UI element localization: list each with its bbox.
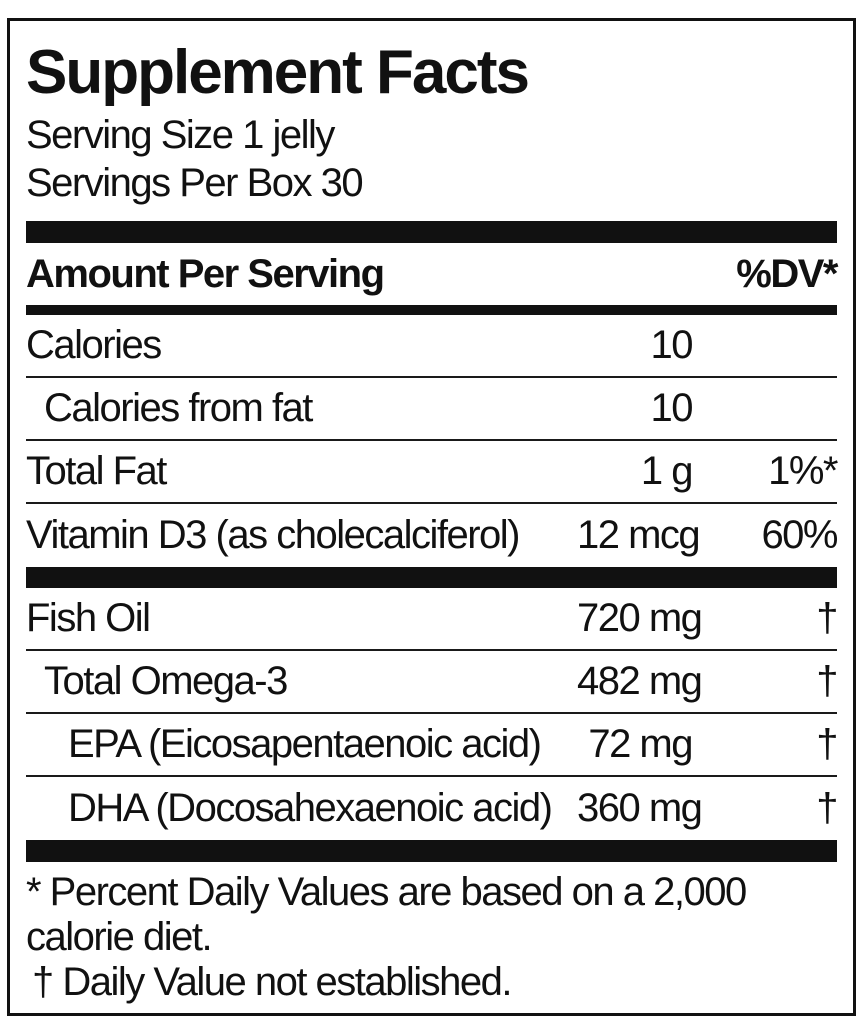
divider-bar-thick-middle [26, 567, 837, 588]
nutrient-amount: 360 mg [577, 786, 703, 830]
nutrient-amount: 12 mcg [577, 513, 701, 557]
nutrient-row: EPA (Eicosapentaenoic acid) 72 mg † [26, 714, 839, 777]
nutrient-dv: 60% [761, 513, 838, 557]
nutrient-rows-top: Calories 10 Calories from fat 10 Total F… [26, 315, 839, 567]
nutrient-row: Total Omega-3 482 mg † [26, 651, 839, 714]
amount-per-serving-header: Amount Per Serving [26, 251, 385, 296]
nutrient-name: Vitamin D3 (as cholecalciferol) [26, 513, 520, 557]
nutrient-name: EPA (Eicosapentaenoic acid) [68, 722, 542, 766]
nutrient-name: DHA (Docosahexaenoic acid) [68, 786, 553, 830]
divider-bar-medium [26, 305, 837, 315]
nutrient-dv: † [816, 596, 838, 640]
nutrient-name: Fish Oil [26, 596, 151, 640]
serving-size-line: Serving Size 1 jelly [26, 113, 335, 157]
nutrient-row: DHA (Docosahexaenoic acid) 360 mg † [26, 777, 839, 840]
nutrient-amount: 720 mg [577, 596, 703, 640]
nutrient-amount: 72 mg [588, 722, 693, 766]
nutrient-dv: 1%* [768, 449, 838, 493]
nutrient-name: Calories from fat [44, 386, 313, 430]
nutrient-amount: 10 [650, 386, 694, 430]
percent-dv-header: %DV* [736, 251, 838, 296]
nutrient-row: Calories 10 [26, 315, 837, 378]
nutrient-name: Total Fat [26, 449, 167, 493]
nutrient-row: Total Fat 1 g 1%* [26, 441, 839, 504]
nutrient-amount: 10 [650, 323, 694, 367]
nutrient-name: Calories [26, 323, 162, 367]
nutrient-dv: † [816, 722, 838, 766]
divider-bar-thick-top [26, 221, 837, 243]
table-header-row: Amount Per Serving %DV* [26, 243, 839, 305]
nutrient-row: Calories from fat 10 [26, 378, 837, 441]
nutrient-dv: † [816, 659, 838, 703]
nutrient-name: Total Omega-3 [44, 659, 288, 703]
percent-dv-footnote: * Percent Daily Values are based on a 2,… [26, 870, 747, 959]
footnotes: * Percent Daily Values are based on a 2,… [26, 870, 837, 1005]
supplement-facts-label: Supplement Facts Serving Size 1 jelly Se… [7, 18, 856, 1016]
label-title: Supplement Facts [26, 38, 530, 107]
serving-info: Serving Size 1 jelly Servings Per Box 30 [26, 111, 837, 207]
servings-per-box-line: Servings Per Box 30 [26, 161, 364, 205]
nutrient-rows-bottom: Fish Oil 720 mg † Total Omega-3 482 mg †… [26, 588, 839, 840]
divider-bar-thick-bottom [26, 840, 837, 862]
nutrient-row: Fish Oil 720 mg † [26, 588, 839, 651]
nutrient-amount: 1 g [640, 449, 694, 493]
nutrient-amount: 482 mg [577, 659, 703, 703]
nutrient-dv: † [816, 786, 838, 830]
nutrient-row: Vitamin D3 (as cholecalciferol) 12 mcg 6… [26, 504, 839, 567]
daily-value-footnote: † Daily Value not established. [32, 960, 513, 1004]
